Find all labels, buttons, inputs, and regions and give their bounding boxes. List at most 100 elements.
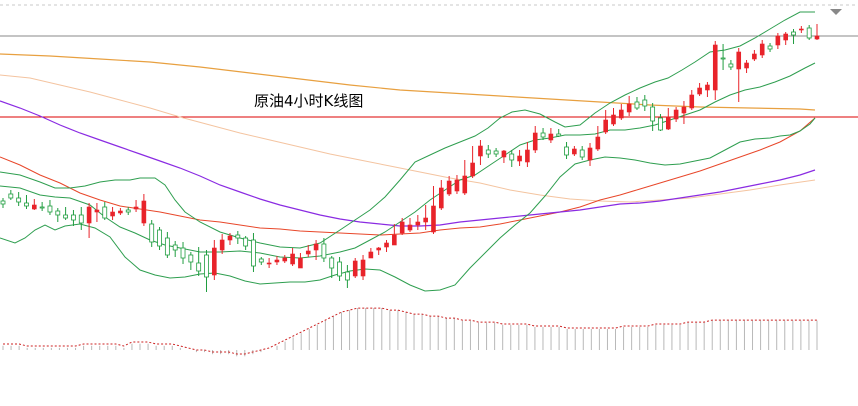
candle-body-down (196, 262, 202, 272)
chart-title: 原油4小时K线图 (254, 92, 364, 110)
candle-body-up (368, 251, 374, 259)
candle-body-down (767, 45, 773, 50)
candle-body-down (658, 117, 663, 131)
candle-body-up (313, 243, 319, 251)
candle-body-up (783, 33, 788, 41)
candle (94, 203, 100, 222)
candle-body-down (39, 206, 45, 209)
candle-body-down (642, 99, 648, 107)
candle-body-down (806, 27, 812, 39)
candle (814, 24, 820, 40)
candle-body-down (71, 214, 76, 221)
candle-body-up (525, 149, 530, 163)
candle (478, 140, 483, 165)
bollinger-bands (0, 11, 816, 292)
candle-body-up (415, 221, 421, 226)
candle (235, 231, 241, 244)
candle (767, 43, 773, 52)
candle (650, 103, 656, 131)
candle (759, 40, 765, 58)
candle (71, 210, 76, 226)
candle-body-up (212, 247, 217, 276)
candle (626, 96, 632, 116)
candle (32, 199, 37, 210)
candle (572, 146, 577, 156)
candle (493, 148, 499, 157)
candle (712, 41, 718, 100)
candle-body-down (0, 200, 6, 205)
candle (665, 108, 671, 130)
candle (86, 203, 92, 238)
candle (16, 192, 22, 206)
candle-body-up (603, 119, 608, 133)
candle (196, 247, 202, 276)
candle-body-down (149, 223, 155, 243)
candle-body-up (118, 210, 123, 214)
candle (485, 145, 491, 158)
candle-body-up (298, 257, 303, 269)
candle-body-down (63, 214, 69, 219)
candle-body-up (454, 179, 460, 192)
candle (157, 227, 162, 250)
candle-body-down (243, 237, 249, 247)
candle (689, 90, 695, 110)
candle (658, 114, 663, 131)
candle (595, 126, 601, 151)
candle (634, 97, 640, 110)
candle (290, 248, 295, 266)
candle (791, 29, 796, 44)
candle-body-up (705, 84, 710, 91)
candle-body-up (595, 136, 601, 150)
candle-body-up (399, 221, 405, 234)
ma-peach-line (0, 74, 816, 203)
candle-body-up (94, 209, 100, 213)
candle (63, 207, 69, 220)
candle-body-up (86, 206, 92, 224)
candle-body-down (55, 210, 61, 216)
candle (321, 238, 327, 262)
candle-body-up (392, 234, 397, 246)
candle (8, 190, 14, 200)
candle (172, 241, 178, 257)
candle-body-up (133, 206, 139, 210)
candle (775, 33, 781, 49)
candle (681, 101, 687, 124)
volume-average-line (3, 307, 817, 355)
candle (579, 146, 585, 160)
candle-body-up (219, 239, 225, 251)
candle (736, 48, 742, 102)
candle-body-up (517, 155, 522, 162)
candle (329, 256, 335, 278)
candle-body-down (47, 205, 53, 213)
candle-body-up (407, 224, 413, 231)
candle (78, 207, 84, 230)
candle (470, 146, 475, 178)
candle-body-down (791, 31, 796, 36)
candle (39, 202, 45, 211)
candle (24, 195, 29, 209)
candle-body-up (32, 204, 37, 210)
candle (752, 50, 757, 61)
candle (423, 205, 428, 230)
candle (587, 143, 593, 166)
candle (407, 218, 413, 232)
candle (204, 250, 209, 292)
candle (368, 248, 374, 259)
candle (744, 60, 749, 73)
candle-body-up (384, 242, 389, 248)
candle (517, 150, 522, 166)
candle (243, 236, 249, 250)
candle (697, 83, 702, 96)
candle-body-down (509, 153, 515, 161)
moving-average-lines (0, 53, 816, 236)
candle (118, 208, 123, 215)
candle (313, 240, 319, 260)
candle-body-down (564, 146, 569, 156)
candle-body-down (344, 271, 350, 281)
candle (188, 252, 194, 270)
candle (110, 207, 115, 220)
candle-body-down (329, 257, 335, 269)
candle (0, 198, 6, 208)
candle (619, 104, 624, 120)
candle (141, 194, 147, 226)
